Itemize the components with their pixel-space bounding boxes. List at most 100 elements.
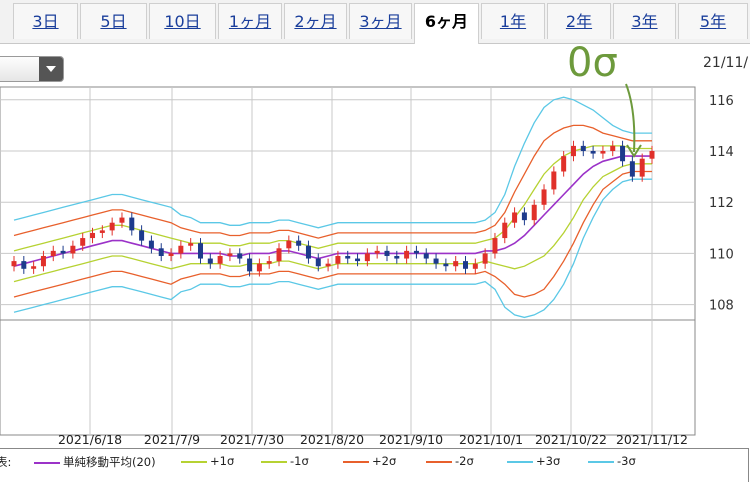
tab-0[interactable]: 3日 [13,3,78,39]
y-tick-label-4: 116 [709,94,734,109]
lower-panel [0,319,696,436]
x-tick-label-4: 2021/9/10 [379,432,443,447]
x-tick-label-5: 2021/10/1 [459,432,523,447]
candle-body-16 [168,253,174,256]
legend-label-3: +2σ [372,454,397,468]
candle-body-22 [227,253,233,256]
candle-body-58 [580,145,586,152]
candle-body-0 [11,261,17,267]
x-tick-label-0: 2021/6/18 [58,432,122,447]
legend-swatch-6 [588,460,614,463]
candle-body-51 [512,212,518,223]
candle-body-49 [492,238,498,254]
tab-1[interactable]: 5日 [80,3,147,39]
candle-body-64 [639,158,645,177]
x-tick-label-7: 2021/11/12 [616,432,688,447]
chevron-down-icon[interactable] [39,57,63,81]
legend-swatch-3 [343,460,369,463]
candle-body-40 [404,250,410,259]
candle-body-34 [345,255,351,259]
candle-body-41 [413,250,419,254]
period-tab-bar: 3日 5日 10日 1ヶ月 2ヶ月 3ヶ月 6ヶ月 1年 2年 3年 5年 [0,0,750,44]
candle-body-61 [610,145,616,152]
candle-body-38 [384,250,390,256]
candle-body-32 [325,263,331,267]
legend-swatch-4 [426,460,452,463]
y-tick-label-0: 108 [709,299,734,314]
date-label: 21/11/ [703,55,749,71]
legend-item-5: +3σ [507,454,560,468]
candle-body-45 [453,261,459,267]
plot-area [0,86,696,321]
legend-item-6: -3σ [588,454,636,468]
candle-body-57 [570,145,576,157]
candle-body-20 [207,258,213,264]
candle-body-44 [443,263,449,267]
legend-item-3: +2σ [343,454,396,468]
tab-10[interactable]: 5年 [678,3,748,39]
tab-5[interactable]: 3ヶ月 [349,3,412,39]
series-line-5 [13,96,652,229]
candle-body-23 [237,253,243,259]
legend-label-2: -1σ [290,454,309,468]
candle-body-1 [21,261,27,269]
annotation-arrow [625,83,636,153]
tab-3[interactable]: 1ヶ月 [218,3,282,39]
candle-body-17 [178,245,184,254]
candle-body-28 [286,240,292,249]
tab-8[interactable]: 2年 [547,3,611,39]
candle-body-62 [620,145,626,162]
candle-body-8 [90,232,96,239]
x-tick-label-1: 2021/7/9 [144,432,200,447]
legend-swatch-1 [181,460,207,463]
tab-2[interactable]: 10日 [149,3,216,39]
candle-body-5 [60,250,66,254]
legend-label-6: -3σ [617,454,636,468]
candle-body-3 [40,255,46,267]
y-tick-label-1: 110 [709,247,734,262]
candle-body-21 [217,255,223,264]
legend-swatch-2 [261,460,287,463]
candle-body-19 [197,243,203,259]
candle-body-55 [551,171,557,190]
x-tick-label-3: 2021/8/20 [300,432,364,447]
candle-body-39 [394,255,400,259]
candle-body-25 [256,263,262,272]
legend-label-0: 単純移動平均(20) [63,455,156,469]
candle-body-11 [119,217,125,223]
candle-body-54 [541,189,547,205]
candle-body-13 [139,230,145,241]
x-tick-label-6: 2021/10/22 [535,432,607,447]
candle-body-36 [364,253,370,262]
legend-item-2: -1σ [261,454,309,468]
legend-label-5: +3σ [536,454,561,468]
candle-body-27 [276,248,282,262]
tab-9[interactable]: 3年 [613,3,676,39]
candle-body-10 [109,222,115,231]
candle-body-37 [374,250,380,254]
series-line-6 [13,178,652,319]
legend-label-4: -2σ [455,454,474,468]
tab-6[interactable]: 6ヶ月 [414,3,479,44]
candle-body-14 [148,240,154,249]
candle-body-60 [600,151,606,154]
candle-body-18 [188,243,194,246]
candle-body-35 [355,258,361,262]
candle-body-26 [266,261,272,264]
indicator-select[interactable] [0,56,64,82]
candle-body-48 [482,253,488,264]
candle-body-2 [31,266,37,269]
legend-item-0: 単純移動平均(20) [34,454,156,470]
legend-swatch-5 [507,460,533,463]
tab-7[interactable]: 1年 [481,3,545,39]
annotation-text: 0σ [567,40,618,86]
chart-legend: 表: 単純移動平均(20) +1σ -1σ +2σ -2σ +3σ -3σ [0,448,749,482]
tab-4[interactable]: 2ヶ月 [284,3,347,39]
series-line-2 [13,163,652,283]
candle-body-65 [649,151,655,159]
series-line-1 [13,145,652,252]
series-line-4 [13,170,652,298]
candle-body-52 [521,212,527,221]
legend-swatch-0 [34,461,60,464]
